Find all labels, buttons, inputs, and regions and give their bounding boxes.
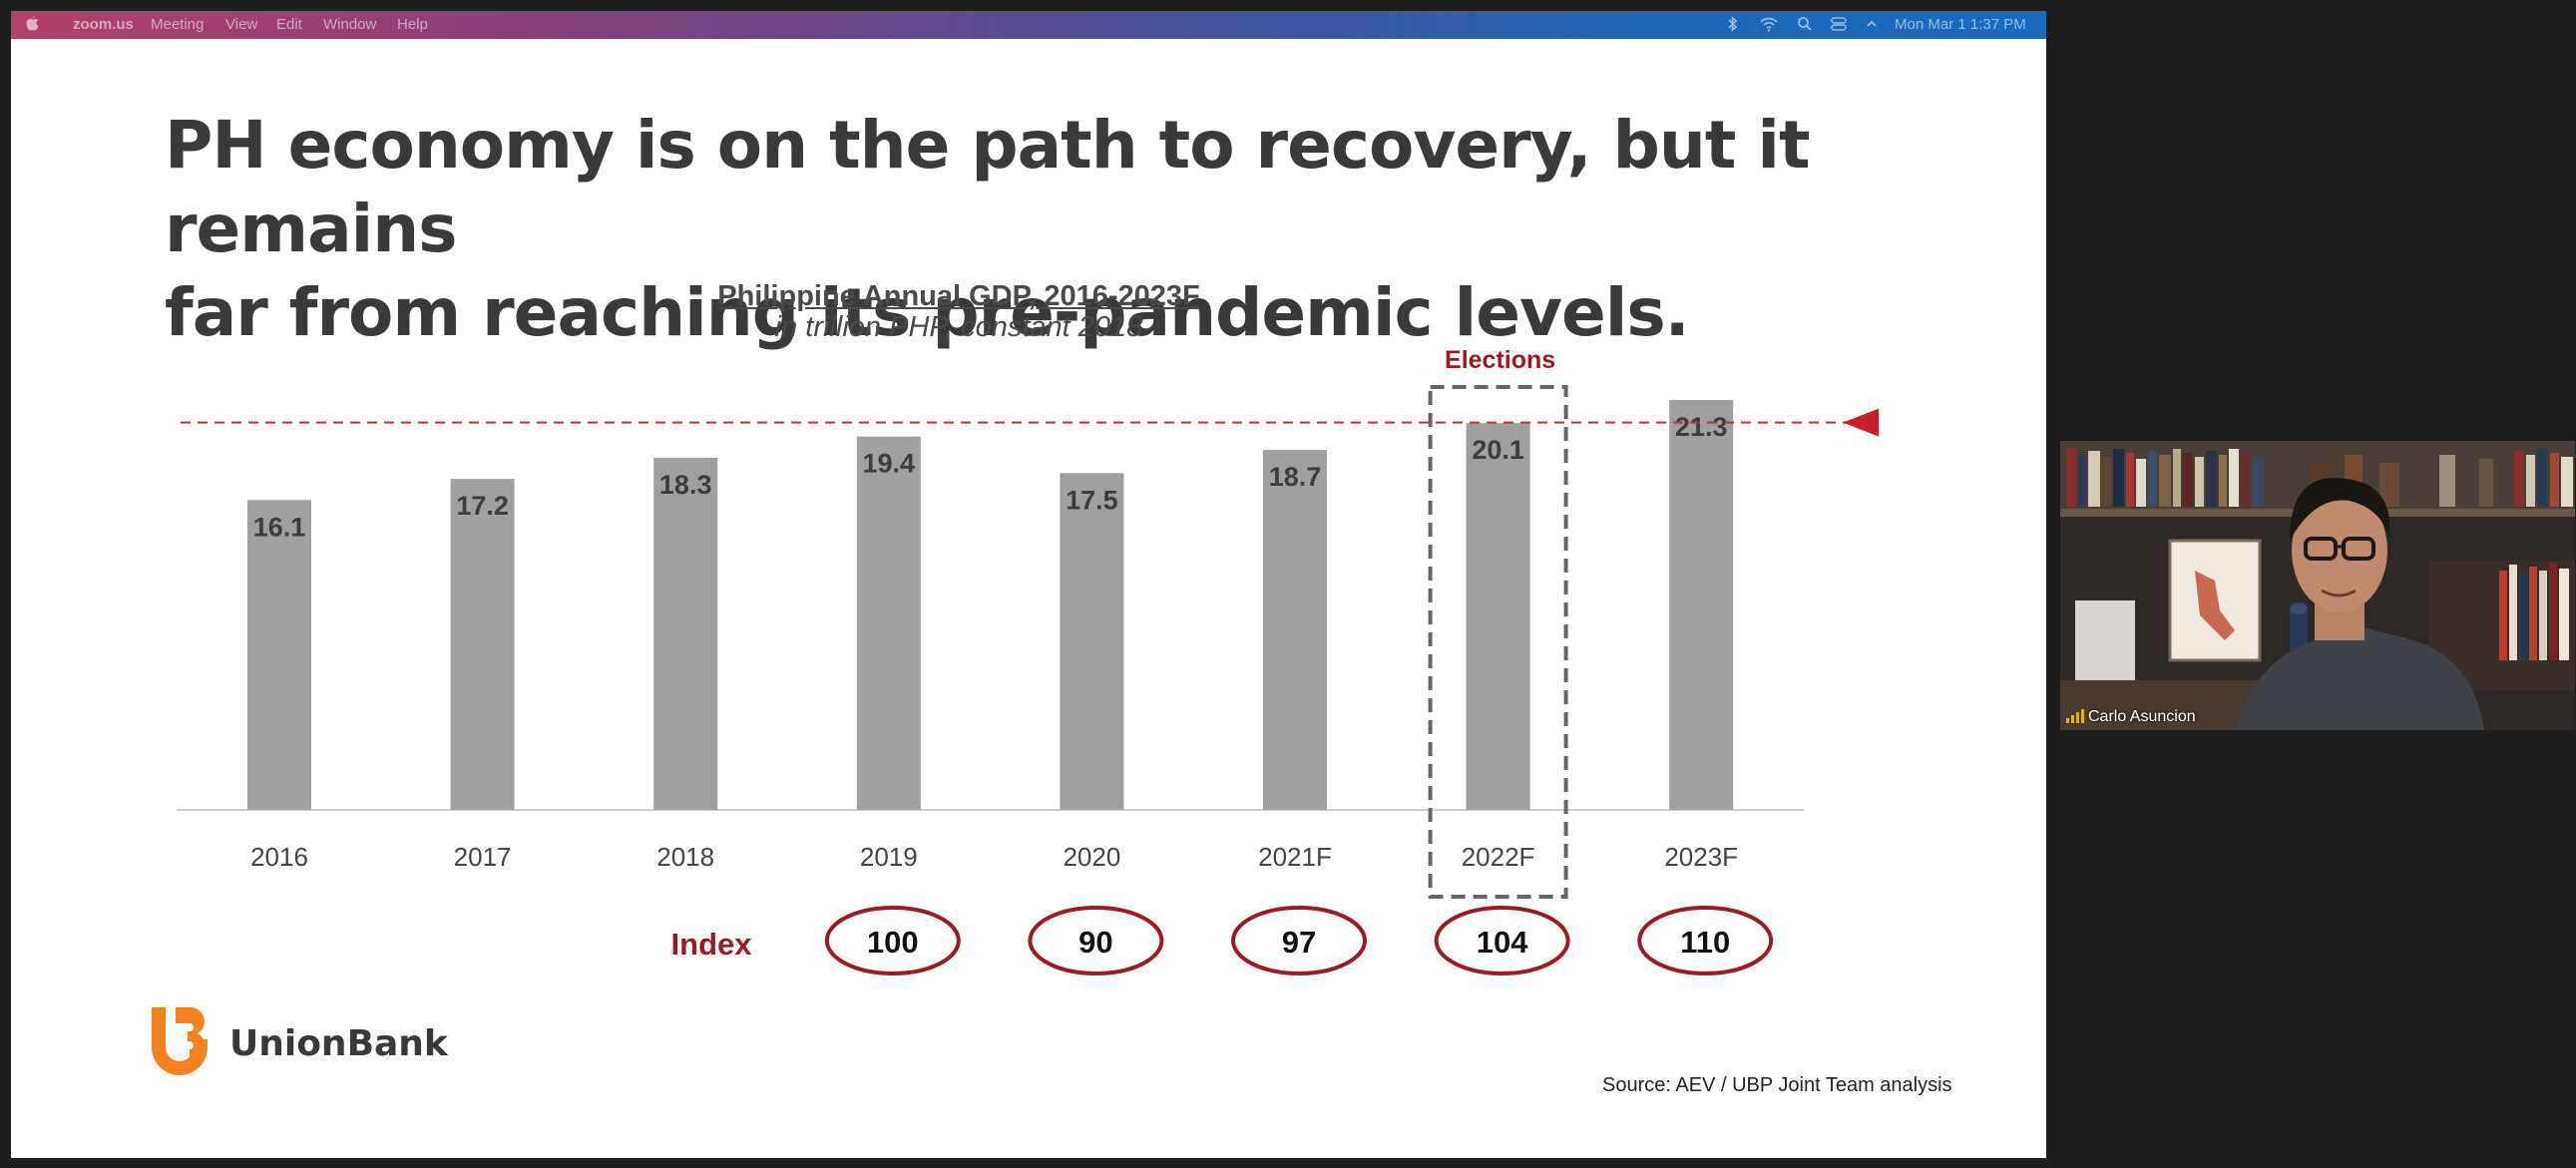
index-value-2020: 90 [1078,925,1112,960]
index-oval-2019 [824,906,961,975]
bar-2017 [450,479,515,810]
bar-2021F [1263,450,1327,810]
menu-meeting[interactable]: Meeting [151,16,205,33]
shared-slide: PH economy is on the path to recovery, b… [11,39,2046,1158]
menu-view[interactable]: View [225,16,258,33]
wifi-icon[interactable] [1759,15,1779,37]
screen: zoom.us Meeting View Edit Window Help Mo… [11,11,2046,1158]
unionbank-mark-icon [152,1007,208,1075]
slide-title-line2: far from reaching its pre-pandemic level… [165,274,1690,351]
index-value-2021F: 97 [1282,925,1316,960]
data-label-2019: 19.4 [863,449,916,479]
x-tick-label-2018: 2018 [656,842,714,872]
unionbank-logo: UnionBank [146,1003,448,1083]
bar-2018 [653,457,718,810]
chevron-up-icon[interactable] [1866,15,1878,37]
x-tick-label-2023F: 2023F [1664,842,1738,872]
bar-2016 [247,500,311,810]
index-oval-2020 [1028,906,1164,975]
bar-2023F [1669,400,1734,810]
index-oval-2021F [1231,906,1367,975]
data-label-2022F: 20.1 [1472,435,1524,465]
x-tick-label-2017: 2017 [454,842,512,872]
data-label-2018: 18.3 [659,470,712,500]
slide-title-line1: PH economy is on the path to recovery, b… [165,107,1811,267]
data-label-2020: 17.5 [1066,485,1118,515]
menu-clock[interactable]: Mon Mar 1 1:37 PM [1895,16,2026,33]
slide-title: PH economy is on the path to recovery, b… [165,104,1960,355]
participant-video-tile[interactable]: Carlo Asuncion [2060,441,2575,730]
participant-video [2060,441,2575,730]
x-tick-label-2020: 2020 [1063,842,1120,872]
x-tick-label-2019: 2019 [860,842,918,872]
unionbank-wordmark: UnionBank [229,1022,448,1064]
bar-2022F [1466,423,1530,810]
index-oval-2022F [1434,906,1570,975]
participant-name: Carlo Asuncion [2088,708,2196,725]
index-value-2019: 100 [867,925,919,960]
index-value-2022F: 104 [1477,925,1528,960]
gdp-bar-chart: 16.1 2016 17.2 2017 18.3 2018 19.4 2019 17.5 2020… [177,346,1879,975]
bar-2020 [1060,473,1124,810]
data-label-2023F: 21.3 [1675,412,1728,442]
menu-bar: zoom.us Meeting View Edit Window Help Mo… [11,11,2046,39]
elections-highlight-box [1428,385,1568,899]
x-tick-label-2021F: 2021F [1258,842,1332,872]
signal-strength-icon [2066,709,2084,723]
elections-label: Elections [1445,346,1555,374]
index-oval-2023F [1637,906,1774,975]
reference-arrow-icon [1843,408,1879,437]
source-note: Source: AEV / UBP Joint Team analysis [1602,1074,1952,1096]
chart-title: Philippine Annual GDP, 2016-2023F [717,280,1200,312]
menu-help[interactable]: Help [397,16,428,33]
menu-window[interactable]: Window [323,16,377,33]
chart-subtitle: in trillion PHP, constant 2018 [774,311,1143,343]
index-label: Index [671,927,753,962]
index-value-2023F: 110 [1680,925,1730,960]
data-label-2021F: 18.7 [1269,462,1322,492]
apple-icon[interactable] [25,15,41,37]
menu-edit[interactable]: Edit [276,16,302,33]
x-tick-label-2016: 2016 [250,842,308,872]
search-icon[interactable] [1797,15,1813,37]
data-label-2017: 17.2 [456,491,509,521]
control-center-icon[interactable] [1830,15,1848,37]
x-tick-label-2022F: 2022F [1462,842,1535,872]
bluetooth-icon[interactable] [1727,15,1739,37]
menu-app-name[interactable]: zoom.us [73,16,134,33]
data-label-2016: 16.1 [253,512,306,542]
bar-2019 [856,436,921,810]
